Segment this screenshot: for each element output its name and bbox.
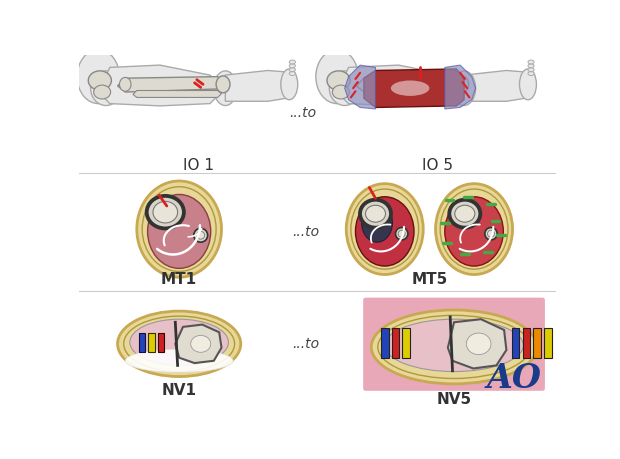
Bar (148, 333, 154, 352)
Ellipse shape (214, 71, 237, 106)
Text: ...to: ...to (289, 106, 316, 120)
Polygon shape (225, 71, 287, 101)
Bar (157, 333, 164, 352)
Ellipse shape (453, 71, 476, 106)
Ellipse shape (391, 80, 430, 96)
Text: MT5: MT5 (411, 273, 448, 287)
Text: ...to: ...to (293, 337, 320, 351)
Ellipse shape (88, 71, 112, 90)
Ellipse shape (398, 230, 405, 237)
FancyBboxPatch shape (363, 297, 545, 391)
Ellipse shape (455, 205, 475, 222)
Ellipse shape (361, 204, 392, 242)
Ellipse shape (216, 76, 230, 93)
Ellipse shape (130, 319, 228, 365)
Polygon shape (448, 319, 507, 369)
Ellipse shape (91, 71, 122, 106)
Ellipse shape (361, 201, 390, 227)
Ellipse shape (385, 319, 523, 371)
Ellipse shape (366, 205, 386, 222)
Ellipse shape (194, 228, 208, 242)
Polygon shape (445, 65, 476, 109)
Ellipse shape (125, 349, 233, 372)
Ellipse shape (450, 201, 479, 227)
Ellipse shape (528, 68, 534, 72)
Ellipse shape (466, 333, 491, 355)
Bar (544, 329, 552, 358)
Ellipse shape (455, 76, 469, 93)
Bar (512, 329, 520, 358)
Ellipse shape (316, 50, 358, 104)
Ellipse shape (329, 71, 360, 106)
Ellipse shape (396, 228, 408, 240)
Text: ...to: ...to (293, 225, 320, 239)
Ellipse shape (290, 72, 295, 75)
Ellipse shape (281, 69, 298, 100)
Text: NV5: NV5 (436, 392, 472, 407)
Bar (402, 329, 410, 358)
Polygon shape (345, 65, 376, 109)
Ellipse shape (332, 85, 349, 99)
Bar (523, 329, 530, 358)
Ellipse shape (445, 197, 503, 266)
Ellipse shape (351, 189, 418, 269)
Text: MT1: MT1 (161, 273, 197, 287)
Ellipse shape (148, 195, 211, 269)
Ellipse shape (290, 60, 295, 64)
Ellipse shape (290, 68, 295, 72)
Polygon shape (464, 71, 526, 101)
Ellipse shape (487, 230, 495, 237)
Ellipse shape (94, 85, 110, 99)
Ellipse shape (355, 197, 414, 266)
Ellipse shape (137, 181, 221, 277)
Ellipse shape (148, 197, 183, 228)
Ellipse shape (77, 50, 120, 104)
Polygon shape (371, 90, 460, 97)
Bar (392, 329, 399, 358)
Ellipse shape (520, 69, 536, 100)
Ellipse shape (327, 71, 350, 90)
Polygon shape (133, 90, 221, 97)
Bar (139, 333, 145, 352)
Ellipse shape (346, 184, 423, 274)
Polygon shape (364, 69, 464, 107)
Text: NV1: NV1 (162, 382, 197, 397)
Ellipse shape (120, 78, 131, 91)
Polygon shape (337, 65, 464, 106)
Ellipse shape (153, 202, 177, 223)
Ellipse shape (371, 310, 537, 384)
Polygon shape (99, 65, 225, 106)
Ellipse shape (124, 316, 234, 371)
Ellipse shape (485, 228, 497, 240)
Ellipse shape (528, 72, 534, 75)
Ellipse shape (290, 64, 295, 68)
Polygon shape (118, 77, 225, 92)
Polygon shape (175, 325, 221, 363)
Ellipse shape (528, 64, 534, 68)
Ellipse shape (118, 311, 241, 376)
Text: AO: AO (487, 362, 542, 395)
Ellipse shape (378, 315, 530, 379)
Ellipse shape (440, 189, 508, 269)
Ellipse shape (436, 184, 513, 274)
Bar (381, 329, 389, 358)
Text: IO 5: IO 5 (422, 158, 453, 173)
Ellipse shape (142, 187, 216, 271)
Ellipse shape (191, 336, 211, 353)
Ellipse shape (528, 60, 534, 64)
Text: IO 1: IO 1 (183, 158, 214, 173)
Ellipse shape (197, 231, 205, 239)
Polygon shape (356, 77, 464, 92)
Bar (533, 329, 541, 358)
